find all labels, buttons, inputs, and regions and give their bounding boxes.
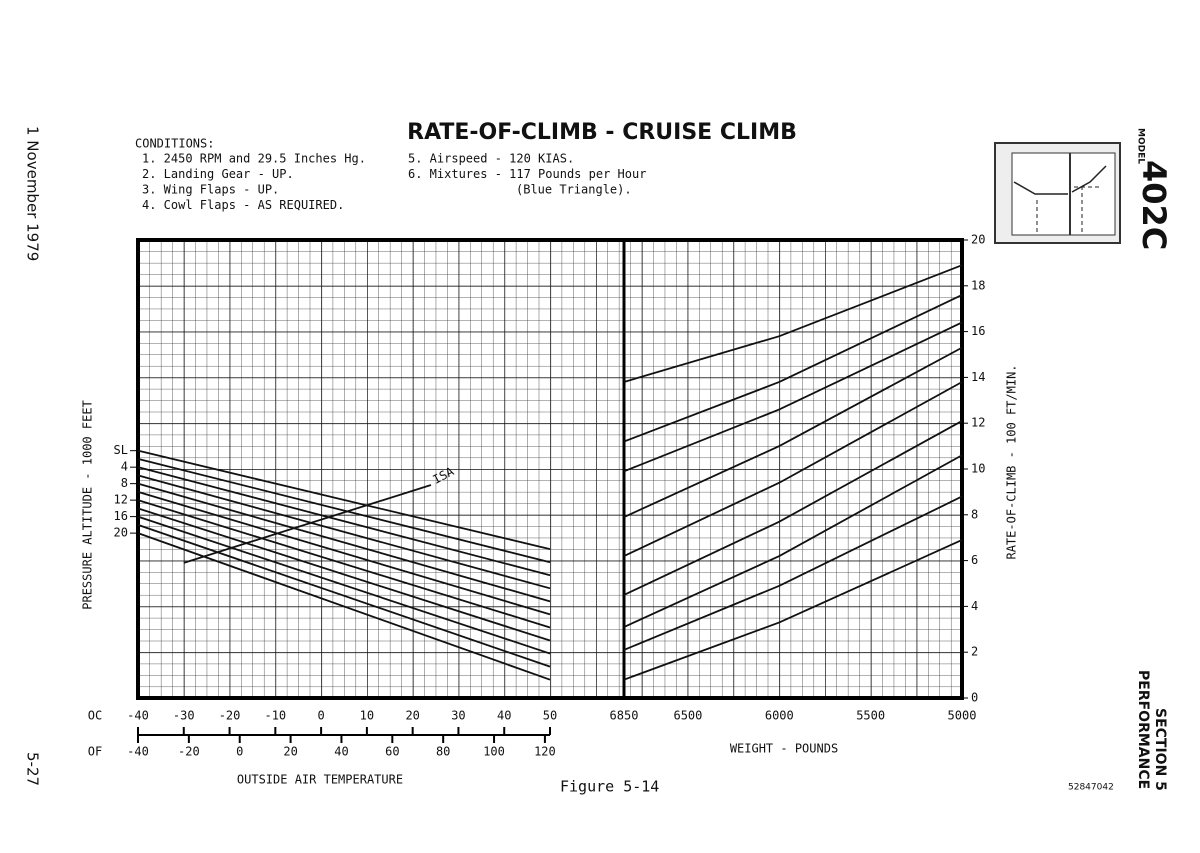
x-axis-label: OUTSIDE AIR TEMPERATURE	[237, 773, 403, 787]
curve	[137, 449, 551, 551]
series-label: 16	[114, 509, 128, 523]
curve	[623, 539, 963, 681]
condition: 6. Mixtures - 117 Pounds per Hour	[408, 167, 646, 181]
curve	[137, 482, 551, 603]
major-grid	[138, 240, 962, 698]
x2-tick-label: 120	[534, 745, 556, 759]
curve	[623, 420, 963, 596]
x2-unit-label: OF	[88, 745, 102, 759]
x-tick-label: -20	[219, 709, 241, 723]
model: 402C	[1135, 160, 1173, 250]
section-title: PERFORMANCE	[1135, 670, 1151, 789]
series-label: 20	[114, 526, 128, 540]
series-label: 4	[121, 460, 128, 474]
y-tick-label: 4	[971, 599, 978, 613]
x-tick-label: 50	[543, 709, 557, 723]
curve	[137, 466, 551, 577]
condition: (Blue Triangle).	[516, 183, 632, 197]
curve	[623, 321, 963, 473]
x-tick-label: -30	[173, 709, 195, 723]
x2-tick-label: 0	[236, 745, 243, 759]
condition: 5. Airspeed - 120 KIAS.	[408, 152, 574, 166]
y-tick-label: 6	[971, 553, 978, 567]
x-tick-label: 6500	[673, 709, 702, 723]
curve	[137, 458, 551, 564]
curve	[137, 499, 551, 629]
x2-tick-label: 20	[283, 745, 297, 759]
chart-title: RATE-OF-CLIMB - CRUISE CLIMB	[407, 120, 797, 145]
x-tick-label: 10	[360, 709, 374, 723]
x-tick-label: 0	[317, 709, 324, 723]
x-tick-label: -10	[264, 709, 286, 723]
x2-tick-label: -20	[178, 745, 200, 759]
curve	[137, 491, 551, 616]
curve	[137, 474, 551, 590]
section: SECTION 5	[1152, 708, 1168, 791]
x2-tick-label: 80	[436, 745, 450, 759]
x2-tick-label: 40	[334, 745, 348, 759]
curve	[623, 346, 963, 518]
y-tick-label: 8	[971, 507, 978, 521]
curve	[623, 454, 963, 628]
y-axis-label: RATE-OF-CLIMB - 100 FT/MIN.	[1005, 364, 1019, 559]
curve	[183, 484, 432, 564]
condition: 1. 2450 RPM and 29.5 Inches Hg.	[142, 152, 366, 166]
x-tick-label: 6000	[765, 709, 794, 723]
model-label: MODEL	[1136, 128, 1146, 164]
x2-tick-label: 100	[483, 745, 505, 759]
x2-tick-label: -40	[127, 745, 149, 759]
curve	[137, 524, 551, 668]
curve	[623, 381, 963, 557]
figure-caption: Figure 5-14	[560, 778, 659, 796]
conditions-heading: CONDITIONS:	[135, 137, 214, 151]
series-label: SL	[114, 443, 128, 457]
y-tick-label: 2	[971, 645, 978, 659]
y-tick-label: 18	[971, 278, 985, 292]
curve	[623, 294, 963, 443]
condition: 4. Cowl Flaps - AS REQUIRED.	[142, 198, 344, 212]
curve	[623, 264, 963, 383]
series-label: 8	[121, 476, 128, 490]
x-tick-label: 5000	[948, 709, 977, 723]
code: 52847042	[1068, 783, 1114, 793]
x-unit-label: OC	[88, 709, 102, 723]
y-axis-label: PRESSURE ALTITUDE - 1000 FEET	[81, 400, 95, 610]
x2-tick-label: 60	[385, 745, 399, 759]
x-axis-label: WEIGHT - POUNDS	[730, 742, 838, 756]
x-tick-label: 40	[497, 709, 511, 723]
y-tick-label: 20	[971, 233, 985, 247]
x-tick-label: 30	[451, 709, 465, 723]
condition: 2. Landing Gear - UP.	[142, 167, 294, 181]
y-tick-label: 12	[971, 416, 985, 430]
chart-layer: CONDITIONS:1. 2450 RPM and 29.5 Inches H…	[81, 137, 1019, 787]
series-label: 12	[114, 493, 128, 507]
date: 1 November 1979	[24, 126, 42, 261]
inset-diagram	[994, 142, 1121, 244]
curve	[137, 515, 551, 655]
curve	[137, 532, 551, 681]
x-tick-label: 6850	[610, 709, 639, 723]
y-tick-label: 10	[971, 462, 985, 476]
y-tick-label: 14	[971, 370, 985, 384]
y-tick-label: 16	[971, 324, 985, 338]
y-tick-label: 0	[971, 691, 978, 705]
curve	[623, 495, 963, 651]
x-tick-label: 20	[405, 709, 419, 723]
curve	[137, 507, 551, 642]
x-tick-label: -40	[127, 709, 149, 723]
x-tick-label: 5500	[856, 709, 885, 723]
condition: 3. Wing Flaps - UP.	[142, 183, 279, 197]
page-number: 5-27	[24, 752, 42, 786]
